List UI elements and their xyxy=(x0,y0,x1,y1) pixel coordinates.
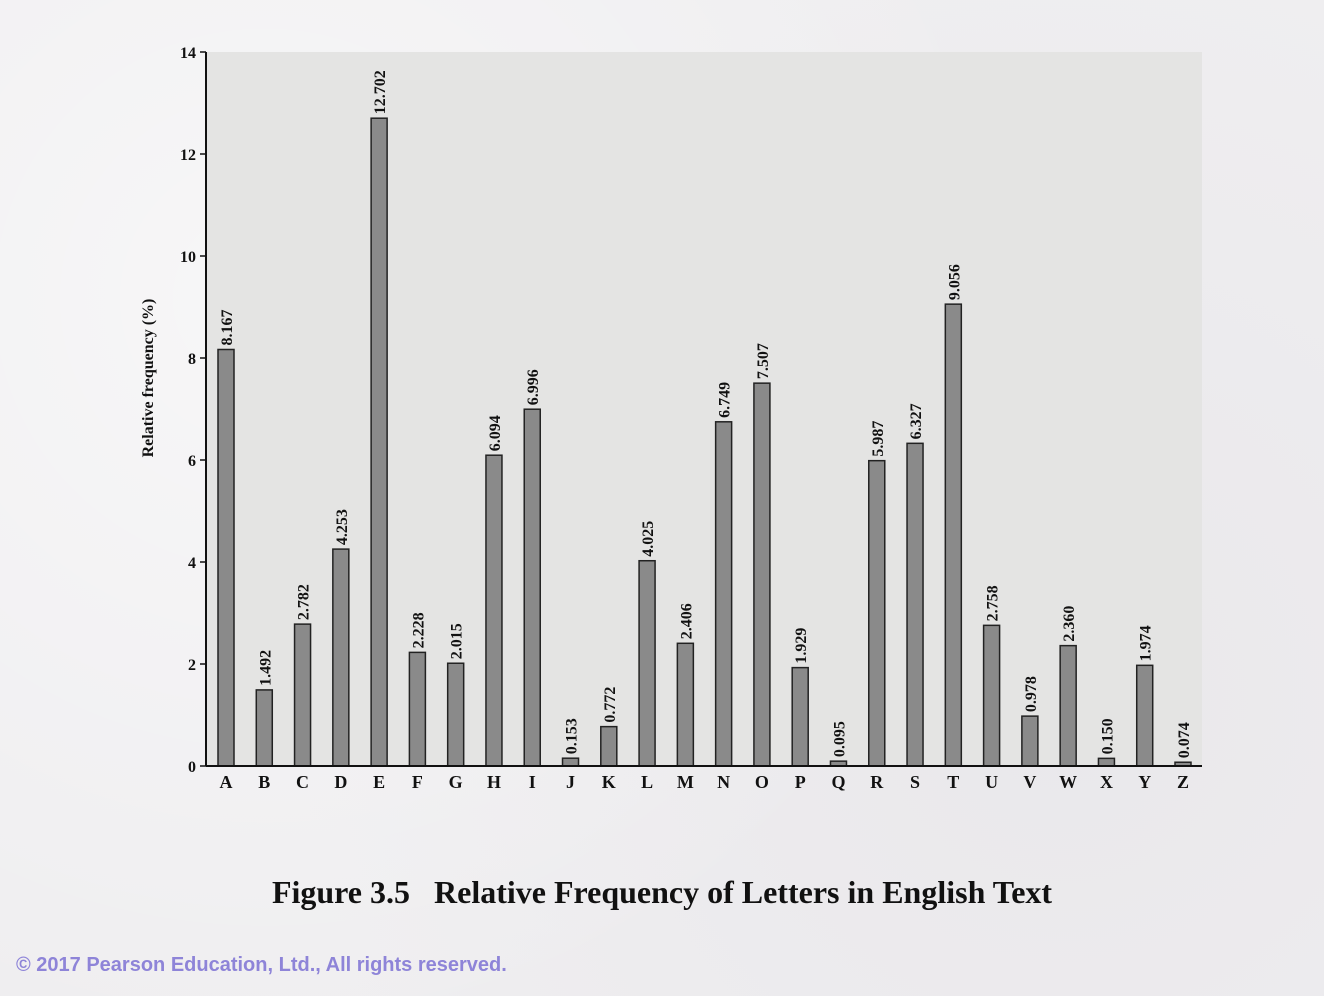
y-tick-label: 4 xyxy=(188,555,196,572)
bar-S xyxy=(906,442,924,767)
data-label-W: 2.360 xyxy=(1061,606,1078,642)
x-category-B: B xyxy=(258,772,270,792)
bar-P xyxy=(791,666,809,767)
bar-R xyxy=(868,459,886,767)
x-category-U: U xyxy=(985,772,998,792)
x-category-X: X xyxy=(1100,772,1113,792)
data-label-C: 2.782 xyxy=(296,584,313,620)
x-category-Y: Y xyxy=(1138,772,1151,792)
data-label-F: 2.228 xyxy=(410,612,427,648)
bar-C xyxy=(293,623,312,767)
data-label-J: 0.153 xyxy=(564,718,581,754)
x-category-F: F xyxy=(412,772,423,792)
bar-X xyxy=(1097,757,1116,767)
x-axis-categories: A B C D E F G H I J K L M N O P Q R S T U V W X Y Z xyxy=(220,772,1190,792)
x-category-A: A xyxy=(220,772,233,792)
data-labels: 8.167 1.492 2.782 4.253 12.702 2.228 2.015 6.09… xyxy=(219,70,1193,758)
bar-A xyxy=(217,348,235,767)
bar-H xyxy=(485,454,503,767)
data-label-U: 2.758 xyxy=(985,585,1002,621)
y-tick-label: 0 xyxy=(188,759,196,776)
bar-F xyxy=(408,651,427,767)
data-label-Y: 1.974 xyxy=(1138,625,1155,661)
data-label-O: 7.507 xyxy=(755,343,772,379)
x-category-J: J xyxy=(566,772,575,792)
y-tick-label: 14 xyxy=(180,45,196,62)
bar-G xyxy=(446,662,465,767)
figure-caption: Figure 3.5 Relative Frequency of Letters… xyxy=(271,874,1053,910)
data-label-B: 1.492 xyxy=(257,650,274,686)
data-label-V: 0.978 xyxy=(1023,676,1040,712)
data-label-Q: 0.095 xyxy=(831,721,848,757)
x-category-C: C xyxy=(296,772,309,792)
bar-O xyxy=(753,382,771,767)
x-category-S: S xyxy=(910,772,920,792)
bar-N xyxy=(714,421,733,767)
data-label-P: 1.929 xyxy=(793,628,810,664)
y-tick-label: 10 xyxy=(180,249,196,266)
x-category-W: W xyxy=(1059,772,1077,792)
bar-W xyxy=(1059,644,1077,767)
x-category-T: T xyxy=(947,772,959,792)
data-label-T: 9.056 xyxy=(946,264,963,300)
bar-M xyxy=(676,642,695,767)
bar-D xyxy=(332,548,350,767)
bar-V xyxy=(1021,715,1039,767)
bar-Y xyxy=(1135,664,1154,767)
x-category-P: P xyxy=(795,772,806,792)
x-category-L: L xyxy=(641,772,653,792)
bar-I xyxy=(523,408,541,767)
x-category-E: E xyxy=(373,772,385,792)
data-label-I: 6.996 xyxy=(525,369,542,405)
y-tick-label: 12 xyxy=(180,147,196,164)
y-axis-ticks: 0 2 4 6 8 10 12 14 xyxy=(180,45,206,776)
x-category-Q: Q xyxy=(831,772,845,792)
x-category-G: G xyxy=(449,772,463,792)
copyright-notice: © 2017 Pearson Education, Ltd., All righ… xyxy=(16,954,507,976)
data-label-A: 8.167 xyxy=(219,309,236,345)
bar-K xyxy=(600,725,618,767)
data-label-X: 0.150 xyxy=(1099,718,1116,754)
x-category-I: I xyxy=(529,772,536,792)
plot-area xyxy=(206,52,1202,766)
x-category-N: N xyxy=(717,772,730,792)
y-tick-label: 8 xyxy=(188,351,196,368)
x-category-Z: Z xyxy=(1177,772,1189,792)
x-category-H: H xyxy=(487,772,501,792)
data-label-G: 2.015 xyxy=(449,623,466,659)
bar-B xyxy=(255,689,274,767)
bar-J xyxy=(561,757,580,767)
data-label-D: 4.253 xyxy=(334,509,351,545)
data-label-N: 6.749 xyxy=(717,382,734,418)
bar-E xyxy=(370,117,388,767)
x-category-M: M xyxy=(677,772,694,792)
y-tick-label: 2 xyxy=(188,657,196,674)
x-category-D: D xyxy=(334,772,347,792)
data-label-E: 12.702 xyxy=(372,70,389,114)
x-category-V: V xyxy=(1023,772,1036,792)
y-axis-label: Relative frequency (%) xyxy=(140,299,157,458)
x-category-K: K xyxy=(602,772,616,792)
x-category-R: R xyxy=(870,772,884,792)
data-label-L: 4.025 xyxy=(640,521,657,557)
data-label-M: 2.406 xyxy=(678,603,695,639)
bar-chart: 0 2 4 6 8 10 12 14 8.167 1.492 2.782 4.253 12.702 2.… xyxy=(140,45,1202,792)
bar-U xyxy=(982,624,1001,767)
bar-T xyxy=(944,303,963,767)
data-label-R: 5.987 xyxy=(870,421,887,457)
data-label-K: 0.772 xyxy=(602,687,619,723)
data-label-S: 6.327 xyxy=(908,403,925,439)
data-label-H: 6.094 xyxy=(487,415,504,451)
y-tick-label: 6 xyxy=(188,453,196,470)
bar-L xyxy=(638,559,656,767)
data-label-Z: 0.074 xyxy=(1176,722,1193,758)
x-category-O: O xyxy=(755,772,769,792)
